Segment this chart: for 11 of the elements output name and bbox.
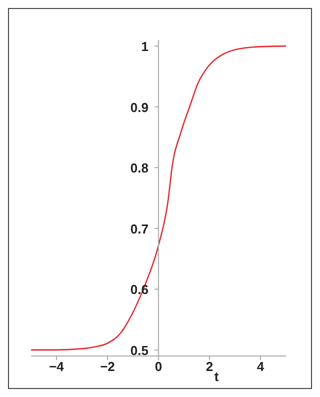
y-tick-label: 1	[141, 39, 148, 54]
x-axis-title: t	[214, 369, 220, 384]
y-tick-label: 0.9	[130, 100, 148, 115]
x-tick-label: 4	[256, 359, 265, 374]
x-tick-label: −4	[49, 359, 65, 374]
x-tick-label: 2	[206, 359, 214, 374]
y-tick-label: 0.7	[130, 221, 148, 236]
x-tick-label: −2	[100, 359, 115, 374]
y-tick-label: 0.8	[130, 160, 148, 176]
x-tick-label: 0	[154, 359, 162, 374]
y-tick-label: 0.5	[130, 342, 148, 358]
